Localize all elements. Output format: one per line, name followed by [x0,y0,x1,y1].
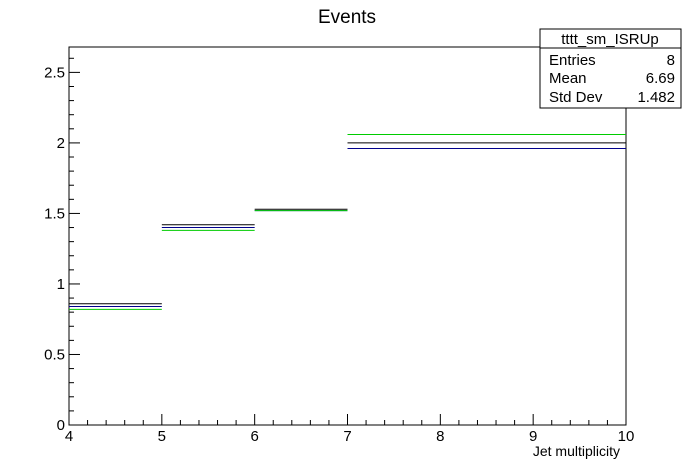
y-tick-label: 2.5 [44,64,65,81]
stats-stddev-value: 1.482 [637,89,675,106]
y-tick-label: 2 [57,135,65,152]
stats-entries-value: 8 [667,52,675,69]
x-tick-label: 8 [436,428,444,445]
y-tick-label: 0.5 [44,346,65,363]
x-tick-label: 5 [158,428,166,445]
y-tick-label: 1 [57,276,65,293]
stats-box-frame [539,28,682,109]
chart-title: Events [318,7,376,28]
plot-area: 4 5 6 7 8 9 10 0 0.5 1 1.5 2 2.5 [44,46,635,445]
stats-mean-label: Mean [549,70,587,87]
y-tick-label: 0 [57,417,65,434]
x-tick-label: 10 [618,428,635,445]
x-tick-label: 9 [529,428,537,445]
stats-stddev-label: Std Dev [549,89,603,106]
stats-box: tttt_sm_ISRUp Entries 8 Mean 6.69 Std De… [539,28,682,109]
axis-layer: 4 5 6 7 8 9 10 0 0.5 1 1.5 2 2.5 [44,57,635,445]
x-axis-label: Jet multiplicity [533,443,620,459]
stats-box-title: tttt_sm_ISRUp [561,31,659,48]
stats-entries-label: Entries [549,52,596,69]
series-layer [69,133,626,310]
stats-mean-value: 6.69 [646,70,675,87]
x-tick-label: 7 [343,428,351,445]
x-tick-label: 6 [250,428,258,445]
y-tick-label: 1.5 [44,205,65,222]
x-tick-label: 4 [65,428,73,445]
